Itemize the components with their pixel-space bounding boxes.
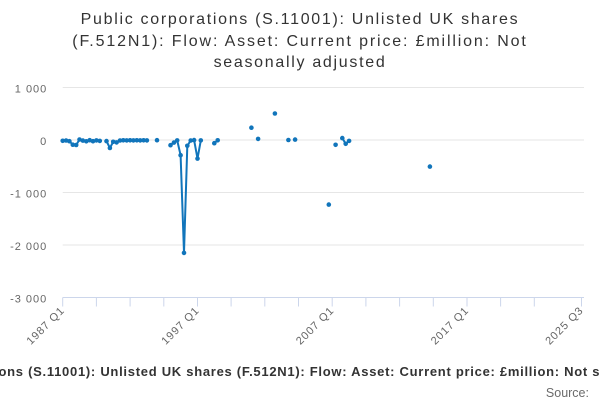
svg-text:-2 000: -2 000 [10, 241, 47, 253]
svg-text:-1 000: -1 000 [10, 189, 47, 201]
svg-text:0: 0 [40, 136, 47, 148]
svg-text:1997 Q1: 1997 Q1 [159, 305, 202, 348]
svg-text:1 000: 1 000 [15, 84, 48, 96]
svg-text:2017 Q1: 2017 Q1 [429, 305, 472, 348]
svg-text:-3 000: -3 000 [10, 294, 47, 306]
svg-text:2025 Q3: 2025 Q3 [543, 305, 586, 348]
svg-text:2007 Q1: 2007 Q1 [294, 305, 337, 348]
svg-text:1987 Q1: 1987 Q1 [25, 305, 68, 348]
